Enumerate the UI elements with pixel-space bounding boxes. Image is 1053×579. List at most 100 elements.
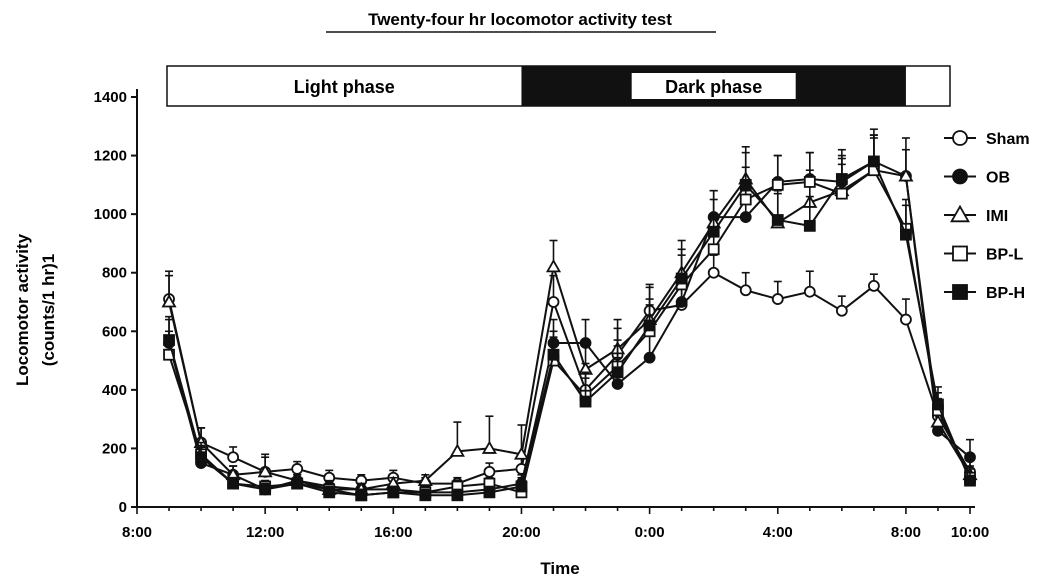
y-tick-label: 1000 bbox=[94, 206, 127, 223]
series-layer bbox=[161, 128, 978, 502]
y-tick-label: 800 bbox=[102, 265, 127, 282]
data-point-bp-h bbox=[675, 272, 688, 285]
y-tick-label: 1400 bbox=[94, 89, 127, 106]
data-point-bp-h bbox=[579, 395, 592, 408]
data-point-bp-h bbox=[355, 489, 368, 502]
series-bp-h bbox=[163, 128, 976, 502]
data-point-sham bbox=[803, 285, 816, 298]
series-line-bp-h bbox=[168, 159, 971, 497]
data-point-bp-l bbox=[707, 243, 720, 256]
x-axis-label: Time bbox=[540, 559, 579, 578]
legend-item-imi: IMI bbox=[944, 204, 1008, 225]
data-point-sham bbox=[707, 266, 720, 279]
y-axis: 0 200 400 600 800 1000 1200 1400 bbox=[94, 89, 138, 516]
legend-label: IMI bbox=[986, 208, 1008, 225]
series-sham bbox=[163, 254, 976, 490]
data-point-bp-h bbox=[323, 486, 336, 499]
data-point-bp-h bbox=[515, 480, 528, 493]
series-line-bp-l bbox=[168, 168, 971, 497]
data-point-sham bbox=[227, 451, 240, 464]
y-tick-label: 0 bbox=[119, 499, 127, 516]
x-tick-label: 8:00 bbox=[891, 524, 921, 541]
data-point-imi bbox=[545, 259, 562, 273]
legend-item-sham: Sham bbox=[944, 130, 1030, 148]
data-point-bp-h bbox=[867, 155, 880, 168]
data-point-bp-h bbox=[739, 178, 752, 191]
data-point-bp-l bbox=[803, 176, 816, 188]
legend-marker-ob bbox=[952, 168, 968, 185]
data-point-bp-h bbox=[387, 486, 400, 499]
data-point-bp-h bbox=[835, 173, 848, 185]
data-point-bp-h bbox=[451, 489, 464, 502]
data-point-bp-h bbox=[419, 489, 432, 502]
x-tick-label: 0:00 bbox=[635, 524, 665, 541]
y-tick-label: 200 bbox=[102, 440, 127, 457]
data-point-imi bbox=[930, 414, 946, 428]
data-point-sham bbox=[291, 463, 304, 475]
data-point-bp-h bbox=[932, 398, 944, 411]
x-tick-label: 16:00 bbox=[374, 524, 412, 541]
legend: Sham OB IMI BP-L BP-H bbox=[944, 130, 1030, 302]
x-tick-label: 12:00 bbox=[246, 524, 284, 541]
y-axis-label: Locomotor activity bbox=[13, 233, 32, 386]
data-point-sham bbox=[739, 284, 752, 297]
x-tick-label: 8:00 bbox=[122, 524, 152, 541]
legend-item-bp-h: BP-H bbox=[944, 284, 1025, 302]
data-point-bp-l bbox=[835, 187, 848, 200]
y-tick-label: 1200 bbox=[94, 148, 127, 165]
data-point-bp-h bbox=[803, 219, 816, 232]
data-point-bp-h bbox=[643, 319, 656, 332]
data-point-sham bbox=[771, 293, 784, 305]
data-point-bp-h bbox=[707, 225, 720, 238]
legend-marker-imi bbox=[950, 204, 970, 223]
y-axis-label-units: (counts/1 hr)1 bbox=[39, 254, 58, 366]
data-point-bp-h bbox=[291, 477, 304, 490]
legend-marker-bp-h bbox=[952, 284, 968, 300]
data-point-bp-h bbox=[900, 228, 912, 241]
legend-marker-sham bbox=[952, 130, 968, 146]
data-point-imi bbox=[513, 446, 530, 460]
legend-label: Sham bbox=[986, 131, 1030, 148]
data-point-bp-h bbox=[259, 483, 272, 496]
series-line-ob bbox=[168, 160, 971, 494]
legend-label: OB bbox=[986, 170, 1010, 187]
dark-phase-label: Dark phase bbox=[665, 77, 762, 97]
x-tick-label: 4:00 bbox=[763, 524, 793, 541]
data-point-imi bbox=[449, 443, 465, 457]
light-phase-label: Light phase bbox=[294, 77, 395, 97]
dark-phase-label-box bbox=[631, 73, 796, 99]
legend-marker-bp-l bbox=[952, 245, 968, 262]
data-point-bp-l bbox=[771, 178, 784, 191]
series-imi bbox=[161, 134, 978, 495]
legend-item-ob: OB bbox=[944, 168, 1010, 187]
legend-label: BP-H bbox=[986, 285, 1025, 302]
x-tick-label: 10:00 bbox=[951, 524, 989, 541]
data-point-bp-l bbox=[739, 193, 752, 206]
legend-label: BP-L bbox=[986, 247, 1024, 264]
data-point-bp-h bbox=[771, 214, 784, 226]
phase-bar: Light phase Dark phase bbox=[166, 65, 951, 107]
x-axis: 8:00 12:00 16:00 20:00 0:00 4:00 8:00 10:00 bbox=[122, 506, 989, 541]
data-point-ob bbox=[739, 211, 752, 223]
data-point-bp-h bbox=[483, 486, 496, 499]
data-point-imi bbox=[257, 464, 273, 478]
chart-title: Twenty-four hr locomotor activity test bbox=[368, 10, 672, 29]
y-tick-label: 600 bbox=[102, 323, 127, 340]
data-point-sham bbox=[900, 313, 912, 326]
data-point-imi bbox=[161, 294, 177, 308]
data-point-bp-h bbox=[163, 334, 175, 346]
data-point-sham bbox=[483, 465, 496, 478]
data-point-sham bbox=[547, 296, 560, 308]
data-point-bp-h bbox=[227, 477, 240, 490]
legend-item-bp-l: BP-L bbox=[944, 245, 1024, 264]
data-point-sham bbox=[835, 304, 848, 317]
data-point-bp-h bbox=[547, 348, 560, 361]
y-tick-label: 400 bbox=[102, 382, 127, 399]
data-point-sham bbox=[867, 279, 880, 292]
data-point-ob bbox=[643, 351, 656, 364]
x-tick-label: 20:00 bbox=[502, 524, 540, 541]
data-point-bp-h bbox=[964, 474, 976, 487]
data-point-ob bbox=[675, 296, 688, 308]
series-line-imi bbox=[168, 169, 971, 491]
